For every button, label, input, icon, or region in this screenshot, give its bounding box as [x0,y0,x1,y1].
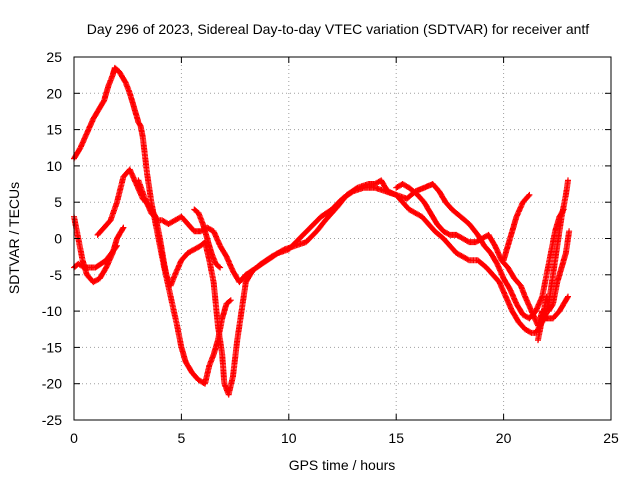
data-point-markers [393,181,571,329]
series-track-a [71,64,234,387]
y-axis-label: SDTVAR / TECUs [6,182,22,294]
series-track-g [393,181,571,329]
x-tick-label: 5 [178,430,186,446]
data-point-markers [500,191,533,264]
x-tick-label: 20 [496,430,512,446]
series-track-b [94,166,571,398]
y-tick-label: -10 [42,303,62,319]
series-track-f [191,206,224,271]
series-track-i [535,228,573,344]
y-tick-label: 0 [54,231,62,247]
data-point-markers [135,177,567,322]
x-tick-label: 10 [281,430,297,446]
y-tick-label: -25 [42,412,62,428]
y-tick-label: -20 [42,376,62,392]
y-tick-label: 5 [54,194,62,210]
y-tick-label: 10 [46,158,62,174]
x-axis-label: GPS time / hours [289,457,396,473]
data-series [71,64,573,398]
data-point-markers [94,166,571,398]
x-tick-label: 25 [603,430,619,446]
x-tick-label: 0 [70,430,78,446]
x-axis-ticks: 0 5 10 15 20 25 [70,57,619,446]
y-tick-label: 15 [46,122,62,138]
chart-title: Day 296 of 2023, Sidereal Day-to-day VTE… [87,21,590,37]
y-axis-ticks: -25 -20 -15 -10 -5 0 5 10 15 20 25 [42,49,611,428]
y-tick-label: -5 [50,267,63,283]
data-point-markers [191,206,224,271]
y-tick-label: 20 [46,85,62,101]
y-tick-label: -15 [42,339,62,355]
y-tick-label: 25 [46,49,62,65]
grid [74,57,611,420]
series-track-e [135,177,567,322]
data-point-markers [71,64,234,387]
x-tick-label: 15 [388,430,404,446]
data-point-markers [535,228,573,344]
series-track-h [500,191,533,264]
